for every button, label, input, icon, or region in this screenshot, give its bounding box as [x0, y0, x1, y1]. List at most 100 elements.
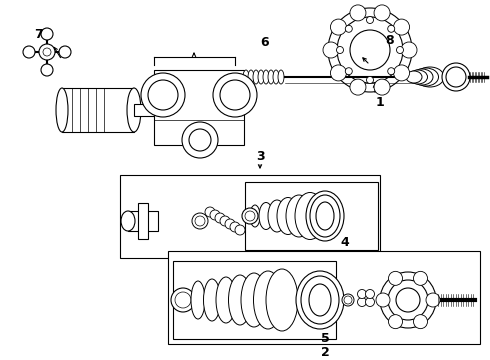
Circle shape	[388, 280, 428, 320]
Ellipse shape	[121, 211, 135, 231]
Circle shape	[337, 46, 343, 54]
Circle shape	[426, 293, 440, 307]
Circle shape	[350, 79, 366, 95]
Ellipse shape	[127, 88, 141, 132]
Circle shape	[215, 213, 225, 223]
Circle shape	[225, 219, 235, 229]
Ellipse shape	[228, 275, 251, 325]
Ellipse shape	[268, 70, 274, 84]
Circle shape	[358, 297, 367, 306]
Circle shape	[235, 225, 245, 235]
Ellipse shape	[310, 195, 340, 237]
Text: 7: 7	[34, 28, 42, 41]
Ellipse shape	[409, 70, 427, 84]
Bar	[138, 203, 148, 239]
Bar	[154, 70, 244, 145]
Ellipse shape	[268, 200, 286, 232]
Circle shape	[414, 271, 427, 285]
Circle shape	[59, 46, 71, 58]
Bar	[245, 182, 378, 250]
Text: 2: 2	[320, 346, 329, 359]
Circle shape	[195, 216, 205, 226]
Circle shape	[350, 30, 390, 70]
Circle shape	[141, 73, 185, 117]
Circle shape	[393, 65, 410, 81]
Ellipse shape	[248, 70, 254, 84]
Circle shape	[396, 288, 420, 312]
Circle shape	[388, 68, 395, 75]
Ellipse shape	[203, 279, 220, 321]
Circle shape	[374, 79, 390, 95]
Circle shape	[328, 8, 412, 92]
Circle shape	[389, 271, 402, 285]
Circle shape	[205, 207, 215, 217]
Circle shape	[182, 122, 218, 158]
Ellipse shape	[258, 70, 264, 84]
Ellipse shape	[411, 69, 433, 85]
Ellipse shape	[56, 88, 68, 132]
Circle shape	[337, 17, 403, 83]
Text: 4: 4	[341, 235, 349, 248]
Text: 6: 6	[261, 36, 270, 49]
Ellipse shape	[316, 202, 334, 230]
Ellipse shape	[241, 273, 267, 327]
Text: 3: 3	[256, 149, 264, 162]
Circle shape	[323, 42, 339, 58]
Ellipse shape	[253, 271, 283, 329]
Ellipse shape	[250, 205, 260, 227]
Circle shape	[171, 288, 195, 312]
Circle shape	[41, 64, 53, 76]
Circle shape	[23, 46, 35, 58]
Circle shape	[393, 19, 410, 35]
Circle shape	[342, 294, 354, 306]
Circle shape	[414, 315, 427, 329]
Circle shape	[374, 5, 390, 21]
Circle shape	[446, 67, 466, 87]
Circle shape	[401, 42, 417, 58]
Ellipse shape	[406, 71, 422, 83]
Circle shape	[189, 129, 211, 151]
Bar	[62, 88, 134, 132]
Ellipse shape	[263, 70, 269, 84]
Bar	[134, 104, 154, 116]
Circle shape	[367, 77, 373, 84]
Bar	[120, 175, 380, 258]
Circle shape	[366, 297, 374, 306]
Circle shape	[330, 19, 346, 35]
Ellipse shape	[286, 195, 312, 237]
Ellipse shape	[277, 198, 299, 234]
Ellipse shape	[309, 284, 331, 316]
Circle shape	[330, 65, 346, 81]
Ellipse shape	[306, 191, 344, 241]
Circle shape	[175, 292, 191, 308]
Circle shape	[41, 28, 53, 40]
Bar	[173, 261, 336, 339]
Ellipse shape	[416, 67, 444, 87]
Circle shape	[242, 208, 258, 224]
Circle shape	[220, 80, 250, 110]
Ellipse shape	[259, 202, 273, 230]
Circle shape	[358, 289, 367, 298]
Circle shape	[245, 211, 255, 221]
Circle shape	[192, 213, 208, 229]
Text: 5: 5	[320, 332, 329, 345]
Circle shape	[376, 293, 390, 307]
Circle shape	[210, 210, 220, 220]
Ellipse shape	[266, 269, 298, 331]
Ellipse shape	[191, 281, 205, 319]
Ellipse shape	[301, 276, 339, 324]
Text: 1: 1	[376, 96, 384, 109]
Bar	[168, 251, 480, 344]
Ellipse shape	[253, 70, 259, 84]
Ellipse shape	[216, 277, 236, 323]
Circle shape	[213, 73, 257, 117]
Ellipse shape	[278, 70, 284, 84]
Circle shape	[367, 17, 373, 23]
Ellipse shape	[273, 70, 279, 84]
Circle shape	[230, 222, 240, 232]
Circle shape	[39, 44, 55, 60]
Circle shape	[345, 68, 352, 75]
Text: 8: 8	[386, 33, 394, 46]
Circle shape	[148, 80, 178, 110]
Ellipse shape	[295, 193, 325, 239]
